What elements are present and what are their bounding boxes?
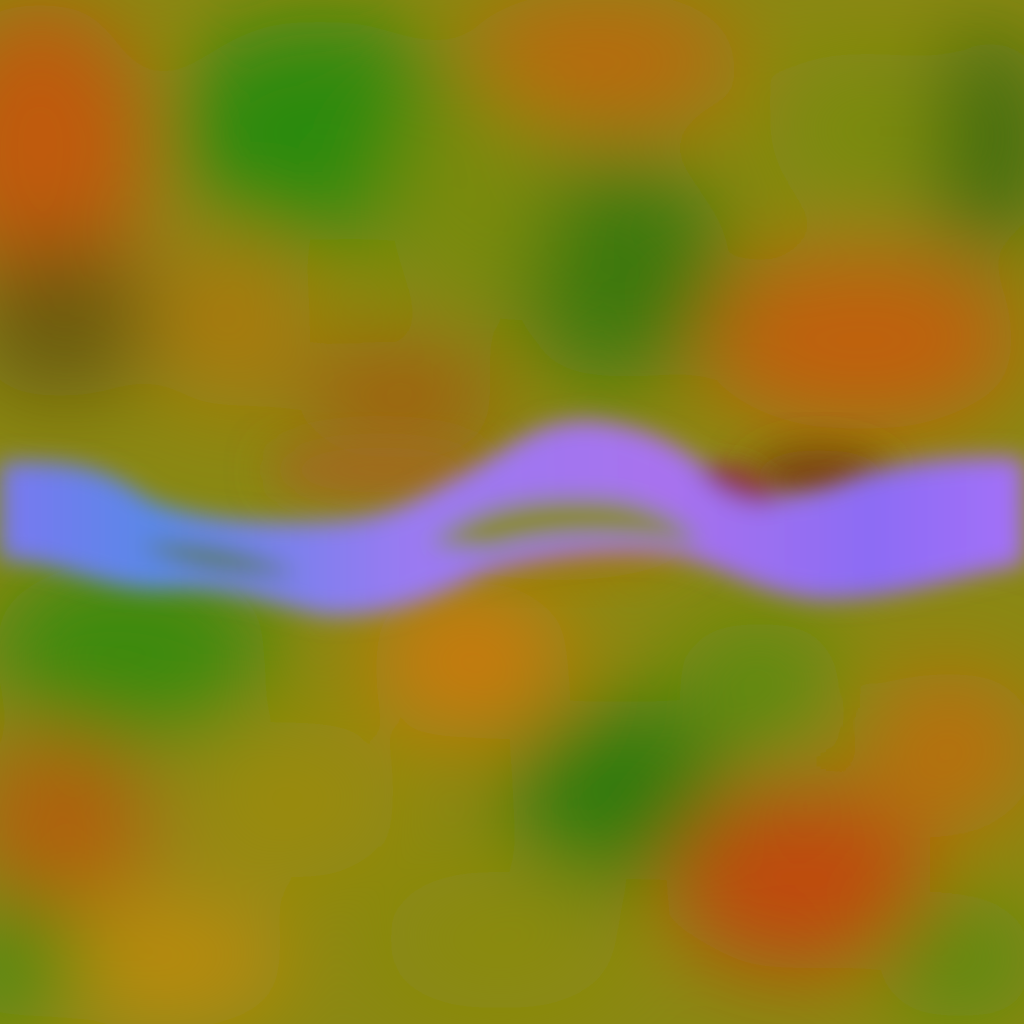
orange-blob xyxy=(370,580,570,740)
green-blob xyxy=(930,30,1024,250)
olive-blob xyxy=(380,870,620,1010)
olive-blob xyxy=(770,50,950,210)
green-blob xyxy=(880,900,1024,1020)
ochre-blob xyxy=(30,890,290,1024)
band-gap xyxy=(430,497,700,550)
green-blob xyxy=(680,620,840,740)
orange-blob xyxy=(0,0,150,300)
purple-band xyxy=(0,420,1024,616)
green-blob xyxy=(0,900,80,1020)
green-blob xyxy=(510,700,730,880)
orange-blob xyxy=(860,670,1024,830)
green-blob xyxy=(510,160,730,380)
orange-blob xyxy=(0,730,150,910)
orange-blob xyxy=(700,250,1020,430)
band-gap xyxy=(140,544,300,575)
red-blob xyxy=(670,790,930,970)
ochre-blob xyxy=(150,230,310,410)
olive-blob xyxy=(390,80,550,320)
olive-blob xyxy=(180,720,400,880)
dark-blob xyxy=(0,240,150,400)
green-blob xyxy=(0,560,270,740)
inner-blob xyxy=(270,440,490,500)
orange-blob xyxy=(300,340,500,460)
band-gap xyxy=(700,463,780,504)
orange-blob xyxy=(460,0,740,130)
